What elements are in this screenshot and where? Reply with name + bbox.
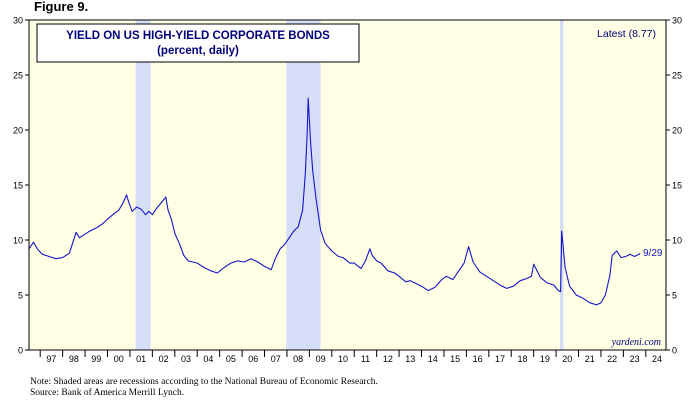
x-tick-label: 02 [159,354,169,364]
footnote: Note: Shaded areas are recessions accord… [30,377,378,387]
x-tick-label: 18 [517,354,527,364]
x-tick-label: 07 [271,354,281,364]
x-tick-label: 97 [46,354,56,364]
x-tick-label: 12 [383,354,393,364]
series-lines [28,97,641,306]
y-tick-label-left: 30 [13,16,23,26]
y-tick-label-left: 10 [13,236,23,246]
x-tick-label: 16 [473,354,483,364]
end-date-label: 9/29 [643,248,663,259]
y-tick-label-left: 0 [18,346,23,356]
x-tick-label: 23 [630,354,640,364]
x-tick-label: 21 [585,354,595,364]
y-tick-label-right: 30 [672,16,682,26]
x-tick-label: 05 [226,354,236,364]
title-box [36,23,360,63]
watermark: yardeni.com [611,337,661,348]
figure-label: Figure 9. [34,0,89,14]
recession-bands [135,20,564,350]
y-tick-label-right: 20 [672,126,682,136]
x-tick-label: 03 [181,354,191,364]
y-tick-label-left: 20 [13,126,23,136]
x-tick-label: 06 [248,354,258,364]
y-tick-label-right: 0 [672,346,677,356]
x-tick-label: 17 [495,354,505,364]
recession-band [286,20,321,350]
x-tick-label: 20 [562,354,572,364]
chart-subtitle: (percent, daily) [157,45,239,57]
source-note: Source: Bank of America Merrill Lynch. [30,388,185,398]
latest-value-label: Latest (8.77) [597,28,656,40]
x-tick-label: 13 [405,354,415,364]
x-tick-label: 14 [428,354,438,364]
x-tick-label: 19 [540,354,550,364]
x-tick-label: 04 [203,354,213,364]
x-tick-label: 00 [114,354,124,364]
recession-band [135,20,151,350]
x-tick-label: 22 [607,354,617,364]
chart-title: YIELD ON US HIGH-YIELD CORPORATE BONDS [66,30,330,42]
x-tick-label: 15 [450,354,460,364]
series-line [28,97,641,306]
y-tick-label-right: 15 [672,181,682,191]
y-tick-label-left: 25 [13,71,23,81]
x-tick-label: 10 [338,354,348,364]
x-tick-label: 11 [361,354,370,364]
y-tick-label-right: 10 [672,236,682,246]
y-tick-label-left: 5 [18,291,23,301]
y-tick-label-left: 15 [13,181,23,191]
recession-band [559,20,564,350]
x-tick-label: 98 [69,354,79,364]
x-tick-label: 99 [91,354,101,364]
x-tick-label: 01 [136,354,146,364]
x-tick-label: 24 [652,354,662,364]
y-tick-label-right: 25 [672,71,682,81]
y-tick-label-right: 5 [672,291,677,301]
plot-area [29,20,666,350]
x-tick-label: 09 [316,354,326,364]
x-tick-label: 08 [293,354,303,364]
